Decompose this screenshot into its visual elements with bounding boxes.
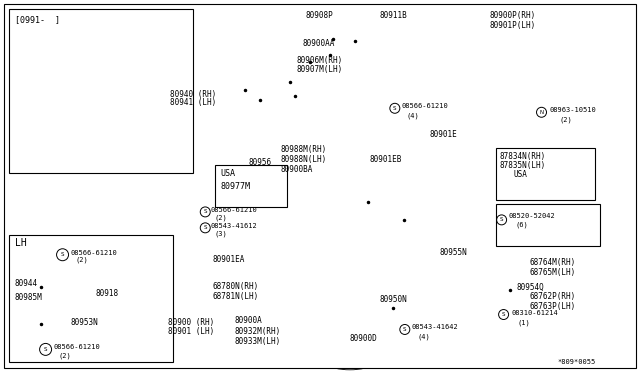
- Text: 80932M(RH): 80932M(RH): [234, 327, 280, 336]
- Text: 80956: 80956: [248, 158, 271, 167]
- Text: 68781N(LH): 68781N(LH): [212, 292, 259, 301]
- Text: 08566-61210: 08566-61210: [210, 207, 257, 213]
- Text: 80918: 80918: [95, 289, 118, 298]
- Text: (4): (4): [418, 333, 431, 340]
- Text: 08566-61210: 08566-61210: [402, 103, 449, 109]
- Text: 80901EB: 80901EB: [370, 155, 403, 164]
- Text: 80908P: 80908P: [305, 11, 333, 20]
- Text: 80900BA: 80900BA: [280, 165, 312, 174]
- Text: 80977M: 80977M: [220, 182, 250, 191]
- Text: 80901EA: 80901EA: [212, 255, 244, 264]
- Bar: [495, 148, 595, 200]
- Bar: [9, 235, 173, 362]
- Text: 80955N: 80955N: [440, 248, 467, 257]
- Text: (3): (3): [214, 231, 227, 237]
- Text: USA: USA: [513, 170, 527, 179]
- Text: 08543-41642: 08543-41642: [412, 324, 458, 330]
- Text: 68762P(RH): 68762P(RH): [529, 292, 576, 301]
- Text: 80907M(LH): 80907M(LH): [296, 65, 342, 74]
- Text: (4): (4): [407, 112, 420, 119]
- Text: 80953N: 80953N: [70, 318, 99, 327]
- Text: S: S: [500, 217, 503, 222]
- Text: 80901 (LH): 80901 (LH): [168, 327, 214, 336]
- Text: 08310-61214: 08310-61214: [511, 310, 558, 315]
- Text: 80900 (RH): 80900 (RH): [168, 318, 214, 327]
- Text: 80900P(RH): 80900P(RH): [490, 11, 536, 20]
- Text: 80954Q: 80954Q: [516, 283, 545, 292]
- Text: 80900AA: 80900AA: [302, 39, 335, 48]
- Text: LH: LH: [15, 238, 26, 248]
- Text: 68780N(RH): 68780N(RH): [212, 282, 259, 291]
- Text: 80900D: 80900D: [350, 334, 378, 343]
- Text: S: S: [204, 225, 207, 230]
- Text: 08566-61210: 08566-61210: [54, 344, 100, 350]
- Text: 08963-10510: 08963-10510: [550, 107, 596, 113]
- Text: S: S: [393, 106, 397, 111]
- Text: 80900A: 80900A: [234, 315, 262, 324]
- Text: (2): (2): [559, 116, 572, 123]
- Text: S: S: [403, 327, 406, 332]
- Text: 68765M(LH): 68765M(LH): [529, 268, 576, 277]
- Text: 80985M: 80985M: [15, 293, 42, 302]
- Text: 08520-52042: 08520-52042: [509, 213, 556, 219]
- Text: 80988M(RH): 80988M(RH): [280, 145, 326, 154]
- Text: 80911B: 80911B: [380, 11, 408, 20]
- Text: *809*0055: *809*0055: [557, 359, 596, 365]
- Text: 80906M(RH): 80906M(RH): [296, 57, 342, 65]
- Text: (2): (2): [76, 257, 88, 263]
- Text: (6): (6): [516, 222, 529, 228]
- Text: 08543-41612: 08543-41612: [210, 223, 257, 229]
- Text: [0991-  ]: [0991- ]: [15, 15, 60, 24]
- Text: (2): (2): [59, 352, 71, 359]
- Text: 80933M(LH): 80933M(LH): [234, 337, 280, 346]
- Text: 68763P(LH): 68763P(LH): [529, 302, 576, 311]
- Text: S: S: [502, 312, 506, 317]
- Text: 80941 (LH): 80941 (LH): [170, 98, 216, 108]
- Text: 68764M(RH): 68764M(RH): [529, 258, 576, 267]
- Text: 80950N: 80950N: [380, 295, 408, 304]
- Text: 80944: 80944: [15, 279, 38, 288]
- Text: 80901P(LH): 80901P(LH): [490, 20, 536, 30]
- Text: S: S: [204, 209, 207, 214]
- Text: 87835N(LH): 87835N(LH): [500, 161, 546, 170]
- Text: N: N: [540, 110, 543, 115]
- Text: 80901E: 80901E: [430, 130, 458, 139]
- Bar: [9, 9, 193, 173]
- Text: 87834N(RH): 87834N(RH): [500, 152, 546, 161]
- Text: 80940 (RH): 80940 (RH): [170, 90, 216, 99]
- Text: 08566-61210: 08566-61210: [70, 250, 117, 256]
- Text: USA: USA: [220, 169, 236, 178]
- Text: (1): (1): [518, 320, 531, 326]
- Text: (2): (2): [214, 215, 227, 221]
- Text: S: S: [61, 252, 64, 257]
- Bar: [215, 165, 287, 207]
- Text: S: S: [44, 347, 47, 352]
- Text: 80988N(LH): 80988N(LH): [280, 155, 326, 164]
- Bar: [495, 204, 600, 246]
